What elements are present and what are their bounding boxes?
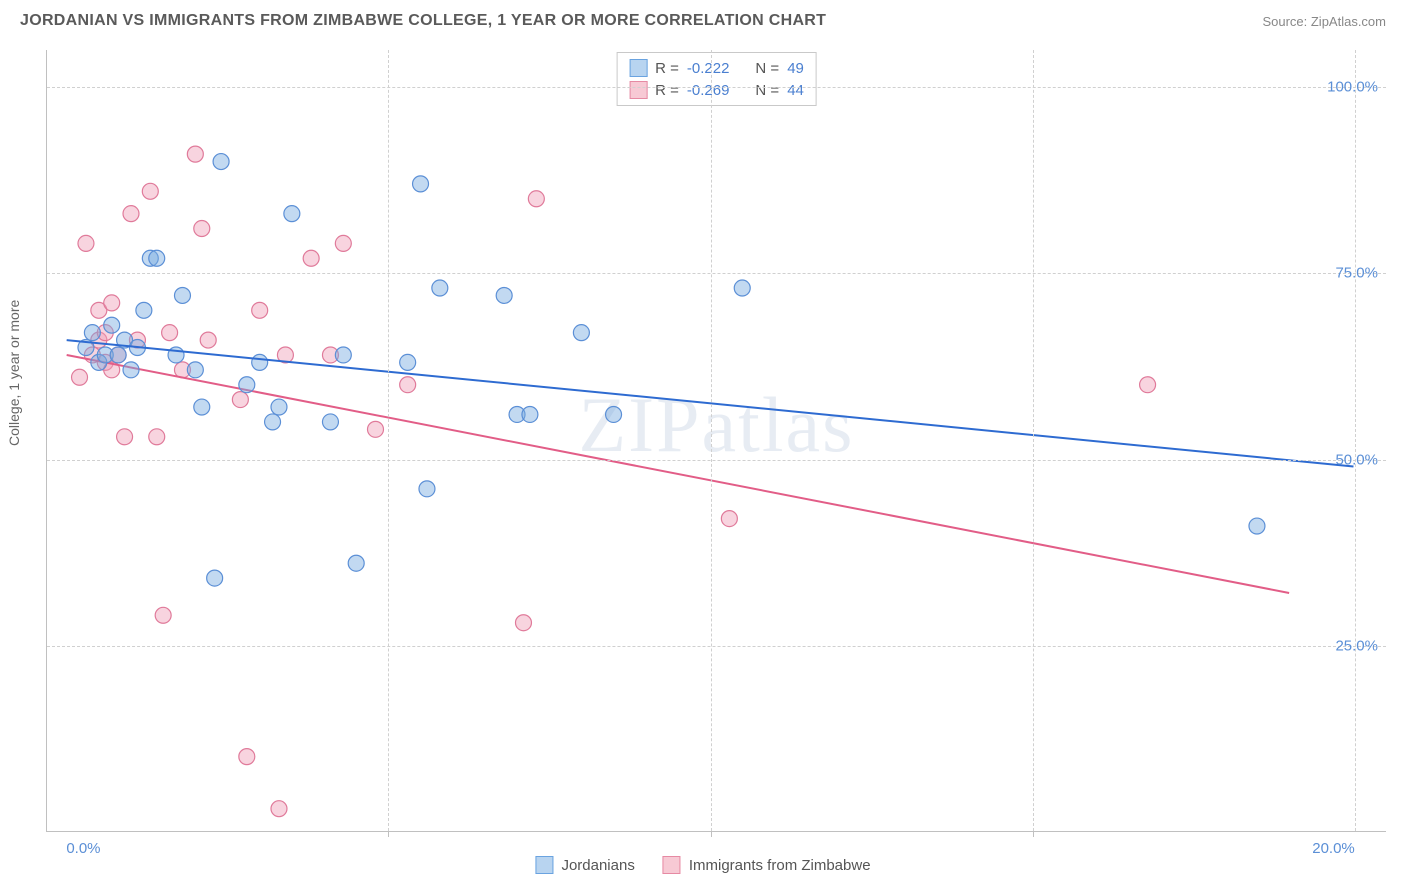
blue-point (265, 414, 281, 430)
blue-point (187, 362, 203, 378)
n-value: 49 (787, 60, 804, 77)
blue-point (1249, 518, 1265, 534)
pink-point (123, 206, 139, 222)
pink-point (232, 392, 248, 408)
series-legend: Jordanians Immigrants from Zimbabwe (535, 856, 870, 874)
y-tick-label: 50.0% (1335, 451, 1378, 468)
blue-point (136, 302, 152, 318)
blue-point (252, 354, 268, 370)
stats-row: R = -0.269 N = 44 (629, 79, 804, 101)
grid-line-v (711, 50, 712, 831)
r-value: -0.222 (687, 60, 730, 77)
pink-point (104, 295, 120, 311)
legend-label: Jordanians (561, 857, 634, 874)
legend-item: Immigrants from Zimbabwe (663, 856, 871, 874)
grid-line-v (1033, 50, 1034, 831)
blue-point (348, 555, 364, 571)
blue-point (207, 570, 223, 586)
pink-point (194, 221, 210, 237)
pink-point (78, 235, 94, 251)
pink-point (142, 183, 158, 199)
grid-line-h (47, 273, 1386, 274)
grid-line-h (47, 87, 1386, 88)
pink-point (117, 429, 133, 445)
blue-point (104, 317, 120, 333)
x-tick-mark (711, 831, 712, 837)
pink-point (200, 332, 216, 348)
pink-point (149, 429, 165, 445)
pink-point (271, 801, 287, 817)
chart-title: JORDANIAN VS IMMIGRANTS FROM ZIMBABWE CO… (20, 12, 826, 30)
grid-line-v (388, 50, 389, 831)
pink-point (239, 749, 255, 765)
grid-line-v (1355, 50, 1356, 831)
blue-point (123, 362, 139, 378)
y-tick-label: 25.0% (1335, 637, 1378, 654)
n-label: N = (755, 82, 779, 99)
r-value: -0.269 (687, 82, 730, 99)
blue-point (335, 347, 351, 363)
scatter-chart: ZIPatlas R = -0.222N = 49R = -0.269N = 4… (46, 50, 1386, 832)
pink-point (335, 235, 351, 251)
blue-point (413, 176, 429, 192)
blue-point (213, 154, 229, 170)
legend-swatch (629, 59, 647, 77)
blue-point (149, 250, 165, 266)
pink-point (1140, 377, 1156, 393)
pink-point (252, 302, 268, 318)
x-tick-label: 0.0% (66, 840, 100, 857)
r-label: R = (655, 82, 679, 99)
pink-point (187, 146, 203, 162)
blue-point (522, 406, 538, 422)
grid-line-h (47, 460, 1386, 461)
x-tick-mark (388, 831, 389, 837)
r-label: R = (655, 60, 679, 77)
stats-row: R = -0.222 N = 49 (629, 57, 804, 79)
x-tick-label: 20.0% (1312, 840, 1355, 857)
legend-swatch (629, 81, 647, 99)
blue-point (432, 280, 448, 296)
x-tick-mark (1033, 831, 1034, 837)
blue-point (194, 399, 210, 415)
blue-point (573, 325, 589, 341)
legend-swatch (535, 856, 553, 874)
pink-point (72, 369, 88, 385)
source-attribution: Source: ZipAtlas.com (1262, 14, 1386, 29)
y-tick-label: 100.0% (1327, 79, 1378, 96)
blue-point (110, 347, 126, 363)
pink-point (400, 377, 416, 393)
blue-point (606, 406, 622, 422)
plot-svg (47, 50, 1386, 831)
blue-point (419, 481, 435, 497)
pink-point (528, 191, 544, 207)
pink-point (721, 511, 737, 527)
legend-label: Immigrants from Zimbabwe (689, 857, 871, 874)
blue-point (271, 399, 287, 415)
blue-point (496, 287, 512, 303)
blue-point (400, 354, 416, 370)
correlation-stats-box: R = -0.222 N = 49 R = -0.269 N = 44 (616, 52, 817, 106)
pink-point (368, 421, 384, 437)
pink-point (515, 615, 531, 631)
y-axis-title: College, 1 year or more (6, 300, 22, 446)
blue-point (174, 287, 190, 303)
n-value: 44 (787, 82, 804, 99)
blue-point (239, 377, 255, 393)
pink-point (162, 325, 178, 341)
grid-line-h (47, 646, 1386, 647)
pink-point (155, 607, 171, 623)
n-label: N = (755, 60, 779, 77)
blue-point (284, 206, 300, 222)
blue-point (84, 325, 100, 341)
pink-point (303, 250, 319, 266)
blue-point (734, 280, 750, 296)
legend-item: Jordanians (535, 856, 634, 874)
blue-point (322, 414, 338, 430)
y-tick-label: 75.0% (1335, 265, 1378, 282)
legend-swatch (663, 856, 681, 874)
